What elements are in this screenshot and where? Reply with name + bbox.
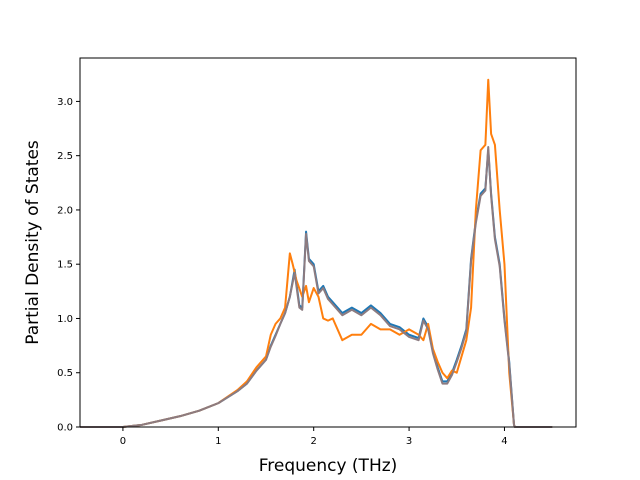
y-tick-label: 1.0 — [57, 314, 73, 325]
x-tick-label: 1 — [215, 436, 221, 447]
plot-frame — [79, 57, 577, 428]
series-line-3 — [80, 145, 553, 428]
x-axis-label: Frequency (THz) — [259, 456, 398, 476]
series-group — [80, 78, 553, 428]
y-tick-label: 0.5 — [57, 368, 73, 379]
y-axis-label: Partial Density of States — [23, 140, 43, 345]
series-line-1 — [80, 149, 553, 428]
x-tick-label: 3 — [406, 436, 412, 447]
y-tick-label: 2.0 — [57, 205, 73, 216]
x-axis: 0 1 2 3 4 — [120, 427, 508, 447]
x-tick-label: 4 — [501, 436, 507, 447]
x-tick-label: 0 — [120, 436, 126, 447]
y-tick-label: 0.0 — [57, 423, 73, 434]
y-tick-label: 3.0 — [57, 97, 73, 108]
x-tick-label: 2 — [311, 436, 317, 447]
y-axis: 0.0 0.5 1.0 1.5 2.0 2.5 3.0 — [57, 97, 80, 434]
y-tick-label: 2.5 — [57, 151, 73, 162]
series-line-2 — [80, 78, 553, 428]
y-tick-label: 1.5 — [57, 260, 73, 271]
